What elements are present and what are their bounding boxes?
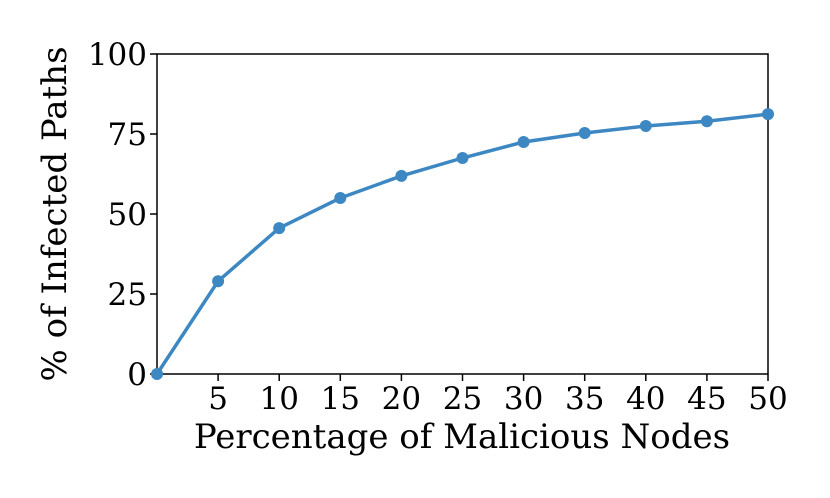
y-tick-label: 100 <box>88 37 147 73</box>
plot-frame <box>156 53 769 375</box>
x-tick-label: 20 <box>382 381 421 417</box>
marker <box>395 169 408 182</box>
marker <box>151 368 163 380</box>
x-axis-label: Percentage of Malicious Nodes <box>194 417 730 457</box>
marker <box>578 127 591 140</box>
y-tick-label: 0 <box>127 357 147 393</box>
x-tick-label: 30 <box>504 381 543 417</box>
y-tick-label: 75 <box>108 117 147 153</box>
marker <box>639 120 652 132</box>
marker <box>273 222 286 235</box>
marker <box>700 115 713 128</box>
marker <box>334 192 347 204</box>
y-axis-label: % of Infected Paths <box>35 46 75 381</box>
marker <box>517 136 530 148</box>
marker <box>456 152 469 164</box>
x-tick-label: 25 <box>443 381 482 417</box>
x-tick-label: 15 <box>321 381 360 417</box>
y-tick-label: 50 <box>108 197 147 233</box>
x-tick-label: 35 <box>565 381 604 417</box>
marker <box>762 108 774 121</box>
x-tick-label: 5 <box>208 381 228 417</box>
x-tick-label: 45 <box>687 381 726 417</box>
marker <box>212 275 225 288</box>
x-tick-label: 10 <box>259 381 298 417</box>
y-tick-label: 25 <box>108 277 147 313</box>
x-tick-label: 40 <box>626 381 665 417</box>
x-tick-label: 50 <box>748 381 787 417</box>
